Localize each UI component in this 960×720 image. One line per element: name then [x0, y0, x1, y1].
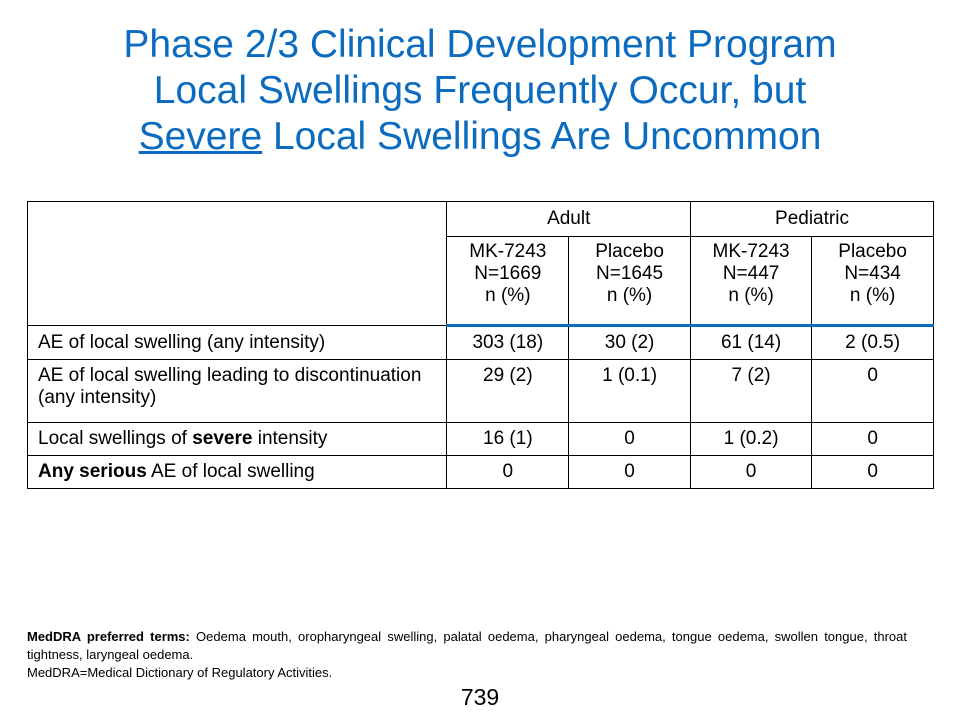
arm-name: MK-7243 — [469, 241, 547, 262]
table-row: AE of local swelling leading to disconti… — [26, 359, 934, 423]
table-cell: 16 (1) — [446, 422, 570, 456]
row-label-bold: Any serious — [38, 461, 147, 482]
footnote-definition: MedDRA=Medical Dictionary of Regulatory … — [27, 665, 333, 680]
arm-header-cell: MK-7243 N=1669 n (%) — [446, 236, 570, 327]
arm-name: Placebo — [838, 241, 907, 262]
arm-n: N=447 — [722, 263, 780, 284]
footnote: MedDRA preferred terms: Oedema mouth, or… — [27, 628, 907, 682]
title-line-3: Severe Local Swellings Are Uncommon — [20, 114, 940, 160]
arm-unit: n (%) — [728, 285, 774, 306]
row-label-text-post: intensity — [252, 428, 328, 449]
row-label: AE of local swelling leading to disconti… — [26, 359, 448, 423]
row-label-text-post: AE of local swelling — [146, 461, 315, 482]
title-line-3-rest: Local Swellings Are Uncommon — [262, 115, 822, 158]
table-cell: 0 — [689, 455, 813, 489]
title-line-1: Phase 2/3 Clinical Development Program — [123, 23, 837, 66]
table-row: AE of local swelling (any intensity) 303… — [26, 325, 934, 360]
table-row: Local swellings of severe intensity 16 (… — [26, 422, 934, 456]
table-cell: 0 — [568, 422, 691, 456]
arm-name: Placebo — [595, 241, 664, 262]
row-label-text: AE of local swelling (any intensity) — [38, 331, 326, 353]
table-cell: 61 (14) — [689, 325, 813, 360]
arm-unit: n (%) — [849, 285, 896, 306]
row-label-bold: severe — [192, 428, 253, 449]
row-label-text: AE of local swelling leading to disconti… — [38, 365, 422, 408]
table-cell: 0 — [811, 455, 934, 489]
table-cell: 7 (2) — [689, 359, 813, 423]
group-header-adult: Adult — [446, 201, 691, 237]
title-underlined-word: Severe — [138, 115, 263, 158]
footnote-terms: MedDRA preferred terms: Oedema mouth, or… — [27, 628, 907, 664]
table-cell: 0 — [446, 455, 570, 489]
slide-title: Phase 2/3 Clinical Development Program L… — [20, 22, 940, 160]
results-table: Adult Pediatric MK-7243 N=1669 n (%) Place… — [26, 201, 935, 489]
table-corner-cell — [26, 201, 448, 326]
table-cell: 0 — [811, 422, 934, 456]
row-label: AE of local swelling (any intensity) — [26, 325, 448, 360]
table-cell: 303 (18) — [446, 325, 570, 360]
table-cell: 1 (0.2) — [689, 422, 813, 456]
table-arm-header-row: MK-7243 N=1669 n (%) Placebo N=1645 n (%) MK… — [28, 236, 934, 327]
table-cell: 30 (2) — [568, 325, 691, 360]
arm-header-cell: Placebo N=1645 n (%) — [568, 236, 691, 327]
page-number: 739 — [460, 684, 500, 710]
table-cell: 2 (0.5) — [811, 325, 934, 360]
arm-header-cell: MK-7243 N=447 n (%) — [689, 236, 813, 327]
table-cell: 29 (2) — [446, 359, 570, 423]
row-label-text: Local swellings of — [38, 428, 193, 449]
arm-unit: n (%) — [606, 285, 653, 306]
footnote-terms-text: Oedema mouth, oropharyngeal swelling, pa… — [27, 629, 907, 662]
row-label: Local swellings of severe intensity — [26, 422, 448, 456]
arm-n: N=434 — [844, 263, 901, 284]
title-line-2: Local Swellings Frequently Occur, but — [153, 69, 807, 112]
arm-name: MK-7243 — [712, 241, 790, 262]
table-cell: 0 — [568, 455, 691, 489]
arm-n: N=1645 — [596, 263, 664, 284]
group-header-pediatric: Pediatric — [689, 201, 935, 237]
arm-header-cell: Placebo N=434 n (%) — [811, 236, 934, 327]
table-cell: 1 (0.1) — [568, 359, 691, 423]
table-row: Any serious AE of local swelling 0 0 0 0 — [26, 455, 934, 489]
row-label: Any serious AE of local swelling — [26, 455, 448, 489]
table-cell: 0 — [811, 359, 934, 423]
arm-unit: n (%) — [485, 285, 531, 306]
table-group-header-row: Adult Pediatric — [26, 201, 935, 326]
footnote-terms-label: MedDRA preferred terms: — [27, 629, 190, 644]
arm-n: N=1669 — [474, 263, 542, 284]
